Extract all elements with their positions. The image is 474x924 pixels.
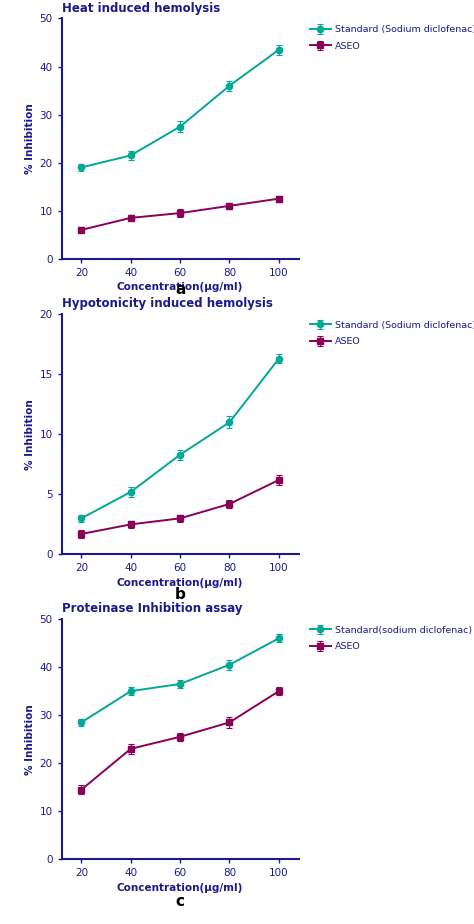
Y-axis label: % Inhibition: % Inhibition	[25, 399, 35, 469]
X-axis label: Concentration(μg/ml): Concentration(μg/ml)	[117, 282, 243, 292]
Y-axis label: % Inhibition: % Inhibition	[25, 704, 35, 774]
Text: c: c	[176, 894, 184, 909]
Text: Heat induced hemolysis: Heat induced hemolysis	[62, 2, 220, 15]
Text: a: a	[175, 282, 185, 297]
Legend: Standard (Sodium diclofenac), ASEO: Standard (Sodium diclofenac), ASEO	[308, 319, 474, 348]
Text: b: b	[175, 587, 185, 602]
Legend: Standard (Sodium diclofenac), ASEO: Standard (Sodium diclofenac), ASEO	[308, 23, 474, 53]
Text: Proteinase Inhibition assay: Proteinase Inhibition assay	[62, 602, 242, 615]
X-axis label: Concentration(μg/ml): Concentration(μg/ml)	[117, 882, 243, 893]
X-axis label: Concentration(μg/ml): Concentration(μg/ml)	[117, 578, 243, 588]
Y-axis label: % Inhibition: % Inhibition	[25, 103, 35, 174]
Legend: Standard(sodium diclofenac), ASEO: Standard(sodium diclofenac), ASEO	[308, 624, 474, 653]
Text: Hypotonicity induced hemolysis: Hypotonicity induced hemolysis	[62, 298, 273, 310]
